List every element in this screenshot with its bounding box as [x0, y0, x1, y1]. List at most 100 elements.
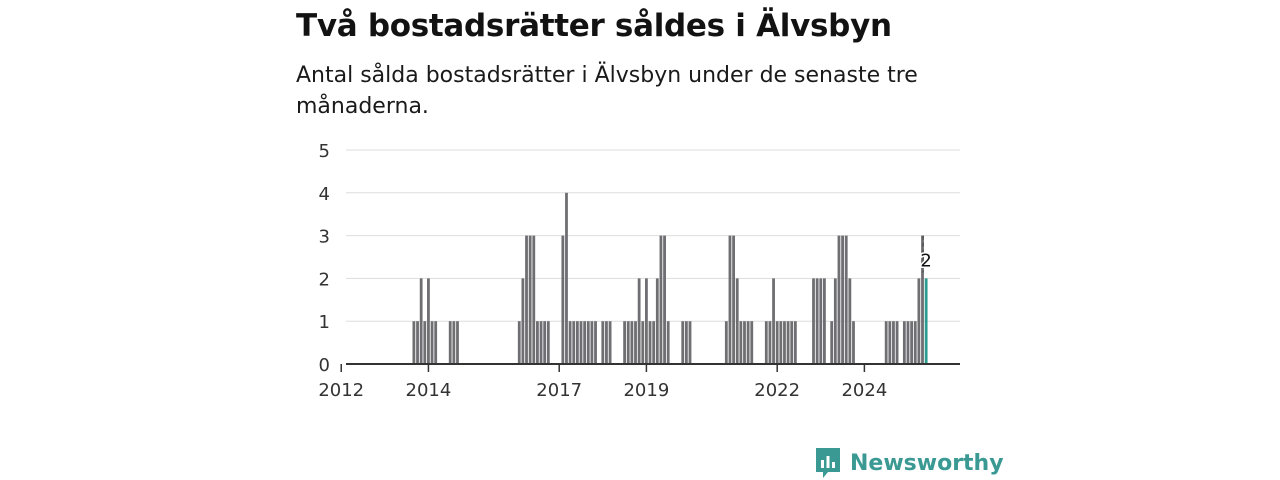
x-tick-label: 2019	[623, 380, 669, 401]
bar	[921, 235, 924, 364]
bar	[630, 321, 634, 364]
bar	[779, 321, 783, 364]
y-tick-label: 0	[319, 355, 330, 376]
y-tick-label: 4	[319, 184, 330, 205]
bar	[852, 321, 855, 364]
bar	[775, 321, 779, 364]
y-tick-label: 1	[319, 312, 330, 333]
bar	[732, 235, 735, 364]
chart-title: Två bostadsrätter såldes i Älvsbyn	[296, 8, 892, 44]
bar	[772, 278, 775, 364]
bar	[659, 235, 663, 364]
bar	[536, 321, 539, 364]
bar	[525, 235, 528, 364]
bar	[521, 278, 525, 364]
bar	[728, 235, 732, 364]
x-tick-label: 2014	[406, 380, 452, 401]
bar	[750, 321, 754, 364]
bar	[434, 321, 438, 364]
bar	[833, 278, 837, 364]
bar	[848, 278, 852, 364]
bar	[594, 321, 597, 364]
bar	[590, 321, 594, 364]
bar	[684, 321, 688, 364]
bar	[586, 321, 590, 364]
x-tick-label: 2017	[536, 380, 582, 401]
bar	[735, 278, 739, 364]
bar	[913, 321, 917, 364]
bar	[786, 321, 790, 364]
bar	[608, 321, 612, 364]
bar	[681, 321, 685, 364]
bar	[892, 321, 895, 364]
bar	[452, 321, 456, 364]
bar	[623, 321, 627, 364]
bar	[579, 321, 583, 364]
bar	[565, 192, 568, 364]
bar	[841, 235, 844, 364]
bar	[572, 321, 576, 364]
bar	[416, 321, 419, 364]
bar	[823, 278, 826, 364]
brand-logo[interactable]: Newsworthy	[814, 446, 1004, 480]
bar	[641, 321, 645, 364]
brand-name: Newsworthy	[850, 450, 1004, 476]
newsworthy-logo-icon	[816, 448, 840, 478]
bar	[666, 321, 670, 364]
bar	[812, 278, 815, 364]
bar	[790, 321, 794, 364]
bar	[532, 235, 536, 364]
bar	[601, 321, 605, 364]
y-tick-label: 5	[319, 141, 330, 162]
bar	[910, 321, 914, 364]
bar	[605, 321, 608, 364]
bar	[423, 321, 427, 364]
bar	[652, 321, 656, 364]
bar	[743, 321, 746, 364]
bar	[583, 321, 587, 364]
bar	[837, 235, 841, 364]
bar	[793, 321, 797, 364]
bar	[546, 321, 550, 364]
bar	[645, 278, 648, 364]
y-tick-label: 3	[319, 227, 330, 248]
bar	[448, 321, 452, 364]
bar	[427, 278, 430, 364]
bar	[739, 321, 743, 364]
bar	[815, 278, 819, 364]
bar	[517, 321, 521, 364]
bar	[902, 321, 906, 364]
x-tick-label: 2022	[754, 380, 800, 401]
bar	[655, 278, 659, 364]
bar	[637, 278, 641, 364]
bar	[528, 235, 532, 364]
bar	[844, 235, 848, 364]
bar	[917, 278, 921, 364]
data-label: 2	[920, 250, 931, 271]
bar	[543, 321, 547, 364]
chart-subtitle: Antal sålda bostadsrätter i Älvsbyn unde…	[296, 63, 918, 119]
bar	[888, 321, 892, 364]
bar	[634, 321, 637, 364]
bar	[626, 321, 630, 364]
bar	[663, 235, 666, 364]
bar	[830, 321, 834, 364]
bar	[906, 321, 910, 364]
bar	[724, 321, 728, 364]
bar	[430, 321, 434, 364]
bar	[561, 235, 565, 364]
bar	[819, 278, 823, 364]
bar	[456, 321, 459, 364]
bar	[688, 321, 692, 364]
y-tick-label: 2	[319, 269, 330, 290]
bar	[924, 278, 928, 364]
bar	[895, 321, 899, 364]
bar	[575, 321, 579, 364]
bar	[568, 321, 572, 364]
bar	[648, 321, 652, 364]
bar	[746, 321, 750, 364]
bar	[412, 321, 416, 364]
bar	[768, 321, 772, 364]
bar	[764, 321, 768, 364]
